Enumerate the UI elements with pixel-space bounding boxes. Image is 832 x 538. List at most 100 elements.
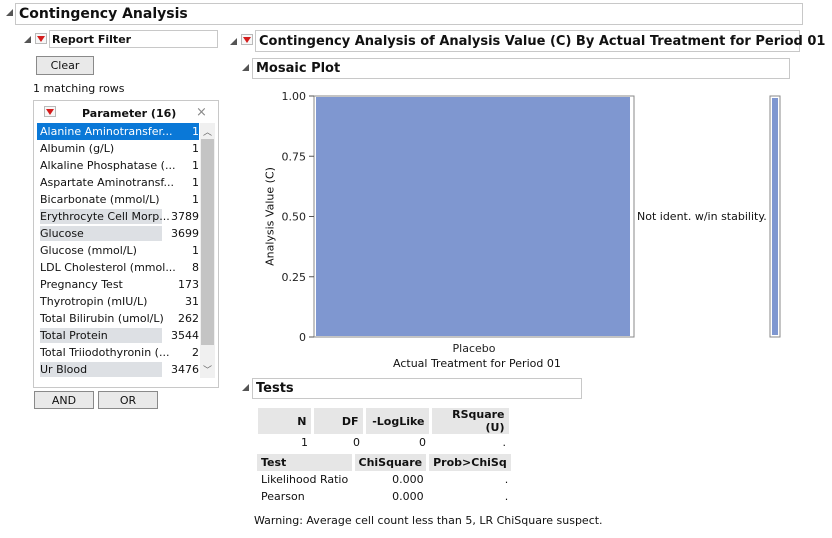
- legend-text: Not ident. w/in stability.: [637, 210, 767, 223]
- list-item[interactable]: Alanine Aminotransfer... 1: [37, 123, 199, 140]
- list-item[interactable]: Thyrotropin (mIU/L) 31: [37, 293, 199, 310]
- mosaic-chart: 1.00 0.75 0.50 0.25 0 Placebo: [282, 90, 781, 355]
- table-cell: 0.000: [392, 473, 424, 486]
- list-item-count: 8: [192, 261, 199, 274]
- or-button-label: OR: [119, 393, 137, 407]
- list-item[interactable]: Total Triiodothyronin (... 2: [37, 344, 199, 361]
- tests-header: Tests: [252, 378, 582, 399]
- y-tick-label: 0: [299, 331, 306, 344]
- parameter-menu-icon[interactable]: [44, 106, 56, 117]
- list-item-count: 3699: [171, 227, 199, 240]
- scroll-down-icon[interactable]: ﹀: [203, 366, 213, 376]
- table-cell: 0: [419, 436, 426, 449]
- col-header: Test: [257, 454, 355, 471]
- list-item-label: Thyrotropin (mIU/L): [40, 295, 148, 308]
- list-item[interactable]: Total Protein 3544: [37, 327, 199, 344]
- list-item[interactable]: Glucose 3699: [37, 225, 199, 242]
- scrollbar[interactable]: ︿ ﹀: [200, 123, 215, 378]
- list-item[interactable]: LDL Cholesterol (mmol... 8: [37, 259, 199, 276]
- list-item[interactable]: Erythrocyte Cell Morp... 3789: [37, 208, 199, 225]
- list-item-count: 173: [178, 278, 199, 291]
- col-header: DF: [312, 408, 366, 434]
- y-tick-label: 0.50: [282, 211, 307, 224]
- parameter-title: Parameter (16): [82, 107, 177, 120]
- report-filter-header: Report Filter: [49, 30, 218, 48]
- scroll-thumb[interactable]: [201, 139, 214, 345]
- list-item[interactable]: Glucose (mmol/L) 1: [37, 242, 199, 259]
- list-item-label: Alkaline Phosphatase (...: [40, 159, 176, 172]
- mosaic-bar: [316, 97, 630, 336]
- test-table: Test ChiSquare Prob>ChiSq Likelihood Rat…: [257, 454, 514, 505]
- tests-title: Tests: [256, 381, 294, 396]
- table-cell: 0.000: [392, 490, 424, 503]
- clear-button[interactable]: Clear: [36, 56, 94, 75]
- list-item-count: 1: [192, 125, 199, 138]
- list-item-count: 1: [192, 159, 199, 172]
- table-cell: .: [502, 436, 507, 449]
- mosaic-header: Mosaic Plot: [252, 58, 790, 79]
- col-header: -LogLike: [364, 408, 432, 434]
- list-item-count: 1: [192, 193, 199, 206]
- list-item-count: 1: [192, 244, 199, 257]
- list-item-label: Total Triiodothyronin (...: [40, 346, 170, 359]
- list-item-label: Glucose: [40, 226, 162, 241]
- list-item[interactable]: Pregnancy Test 173: [37, 276, 199, 293]
- list-item-count: 262: [178, 312, 199, 325]
- collapse-filter-icon[interactable]: [23, 35, 33, 45]
- y-tick-label: 0.75: [282, 150, 307, 163]
- scroll-up-icon[interactable]: ︿: [203, 128, 213, 138]
- analysis-header: Contingency Analysis of Analysis Value (…: [255, 30, 825, 52]
- x-tick-label: Placebo: [453, 342, 496, 355]
- list-item-label: Ur Blood: [40, 362, 162, 377]
- list-item-label: Pregnancy Test: [40, 278, 123, 291]
- list-item-label: LDL Cholesterol (mmol...: [40, 261, 176, 274]
- col-header: N: [258, 408, 314, 434]
- col-header: RSquare (U): [430, 408, 512, 434]
- and-button-label: AND: [51, 393, 77, 407]
- matching-rows-text: 1 matching rows: [33, 82, 125, 95]
- x-axis-label: Actual Treatment for Period 01: [393, 357, 561, 370]
- table-cell: 0: [353, 436, 360, 449]
- analysis-title: Contingency Analysis of Analysis Value (…: [259, 33, 826, 49]
- mosaic-title: Mosaic Plot: [256, 61, 341, 76]
- list-item-label: Aspartate Aminotransf...: [40, 176, 174, 189]
- collapse-tests-icon[interactable]: [241, 383, 251, 393]
- list-item-label: Bicarbonate (mmol/L): [40, 193, 160, 206]
- list-item[interactable]: Aspartate Aminotransf... 1: [37, 174, 199, 191]
- y-tick-label: 0.25: [282, 271, 307, 284]
- parameter-panel: Parameter (16) × Alanine Aminotransfer..…: [33, 100, 219, 388]
- list-item-count: 1: [192, 142, 199, 155]
- table-cell: .: [504, 473, 509, 486]
- list-item-count: 3476: [171, 363, 199, 376]
- analysis-menu-icon[interactable]: [241, 34, 253, 45]
- collapse-analysis-icon[interactable]: [229, 37, 239, 47]
- or-button[interactable]: OR: [98, 391, 158, 409]
- list-item[interactable]: Alkaline Phosphatase (... 1: [37, 157, 199, 174]
- col-header: Prob>ChiSq: [427, 454, 514, 471]
- list-item[interactable]: Total Bilirubin (umol/L) 262: [37, 310, 199, 327]
- filter-menu-icon[interactable]: [35, 33, 47, 44]
- collapse-mosaic-icon[interactable]: [241, 63, 251, 73]
- and-button[interactable]: AND: [34, 391, 94, 409]
- table-cell: .: [504, 490, 509, 503]
- col-header: ChiSquare: [353, 454, 430, 471]
- list-item-count: 2: [192, 346, 199, 359]
- table-cell: 1: [301, 436, 308, 449]
- summary-table: N DF -LogLike RSquare (U) 1 0 0 .: [258, 408, 512, 451]
- collapse-main-icon[interactable]: [5, 8, 15, 18]
- y-tick-label: 1.00: [282, 90, 307, 103]
- list-item-count: 3544: [171, 329, 199, 342]
- list-item-label: Erythrocyte Cell Morp...: [40, 209, 170, 224]
- list-item[interactable]: Bicarbonate (mmol/L) 1: [37, 191, 199, 208]
- parameter-list: Alanine Aminotransfer... 1 Albumin (g/L) 1 A…: [37, 123, 199, 378]
- y-axis-label: Analysis Value (C): [263, 167, 277, 266]
- list-item[interactable]: Ur Blood 3476: [37, 361, 199, 378]
- list-item[interactable]: Albumin (g/L) 1: [37, 140, 199, 157]
- clear-button-label: Clear: [50, 59, 80, 72]
- report-filter-title: Report Filter: [52, 32, 132, 46]
- list-item-label: Glucose (mmol/L): [40, 244, 137, 257]
- list-item-label: Albumin (g/L): [40, 142, 115, 155]
- table-cell: Likelihood Ratio: [261, 473, 349, 486]
- legend-bar: [772, 98, 778, 335]
- close-icon[interactable]: ×: [196, 105, 207, 120]
